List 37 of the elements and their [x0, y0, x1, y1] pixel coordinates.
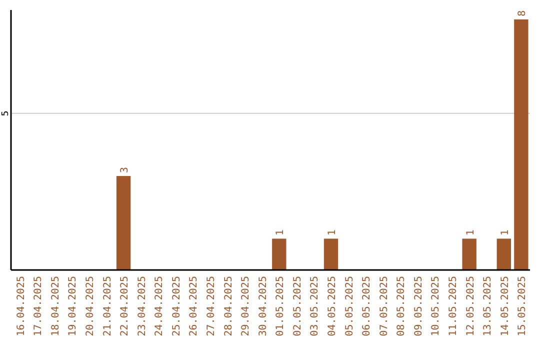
x-tick-label: 26.04.2025	[188, 276, 200, 336]
x-tick-label: 13.05.2025	[482, 276, 494, 336]
x-tick-label: 15.05.2025	[517, 276, 528, 336]
x-tick-label: 30.04.2025	[258, 276, 269, 336]
x-tick-label: 19.04.2025	[68, 276, 79, 336]
x-tick-label: 14.05.2025	[500, 276, 511, 336]
y-tick-label: 5	[1, 110, 11, 116]
x-tick-label: 03.05.2025	[310, 276, 321, 336]
x-tick-label: 11.05.2025	[448, 276, 460, 336]
x-tick-label: 06.05.2025	[362, 276, 373, 336]
x-tick-label: 27.04.2025	[206, 276, 217, 336]
x-tick-label: 22.04.2025	[120, 276, 131, 336]
data-label: 1	[500, 230, 511, 236]
x-tick-label: 07.05.2025	[378, 276, 390, 336]
x-tick-label: 01.05.2025	[275, 276, 286, 336]
x-tick-label: 09.05.2025	[413, 276, 424, 336]
x-tick-label: 05.05.2025	[344, 276, 356, 336]
x-tick-label: 02.05.2025	[292, 276, 304, 336]
data-label: 1	[465, 230, 476, 236]
x-tick-label: 24.04.2025	[154, 276, 166, 336]
x-tick-label: 25.04.2025	[171, 276, 182, 336]
x-tick-label: 04.05.2025	[327, 276, 338, 336]
x-tick-label: 17.04.2025	[33, 276, 44, 336]
x-tick-label: 16.04.2025	[16, 276, 27, 336]
data-label: 8	[517, 10, 528, 16]
x-tick-label: 10.05.2025	[430, 276, 442, 336]
x-tick-label: 29.04.2025	[240, 276, 252, 336]
x-tick-label: 28.04.2025	[223, 276, 234, 336]
x-tick-label: 08.05.2025	[396, 276, 408, 336]
x-tick-label: 21.04.2025	[102, 276, 114, 336]
x-tick-label: 18.04.2025	[50, 276, 62, 336]
x-tick-label: 23.04.2025	[136, 276, 148, 336]
data-label: 1	[275, 230, 286, 236]
x-tick-label: 20.04.2025	[84, 276, 96, 336]
data-label: 1	[327, 230, 338, 236]
data-label: 3	[120, 166, 131, 174]
x-tick-label: 12.05.2025	[465, 276, 476, 336]
